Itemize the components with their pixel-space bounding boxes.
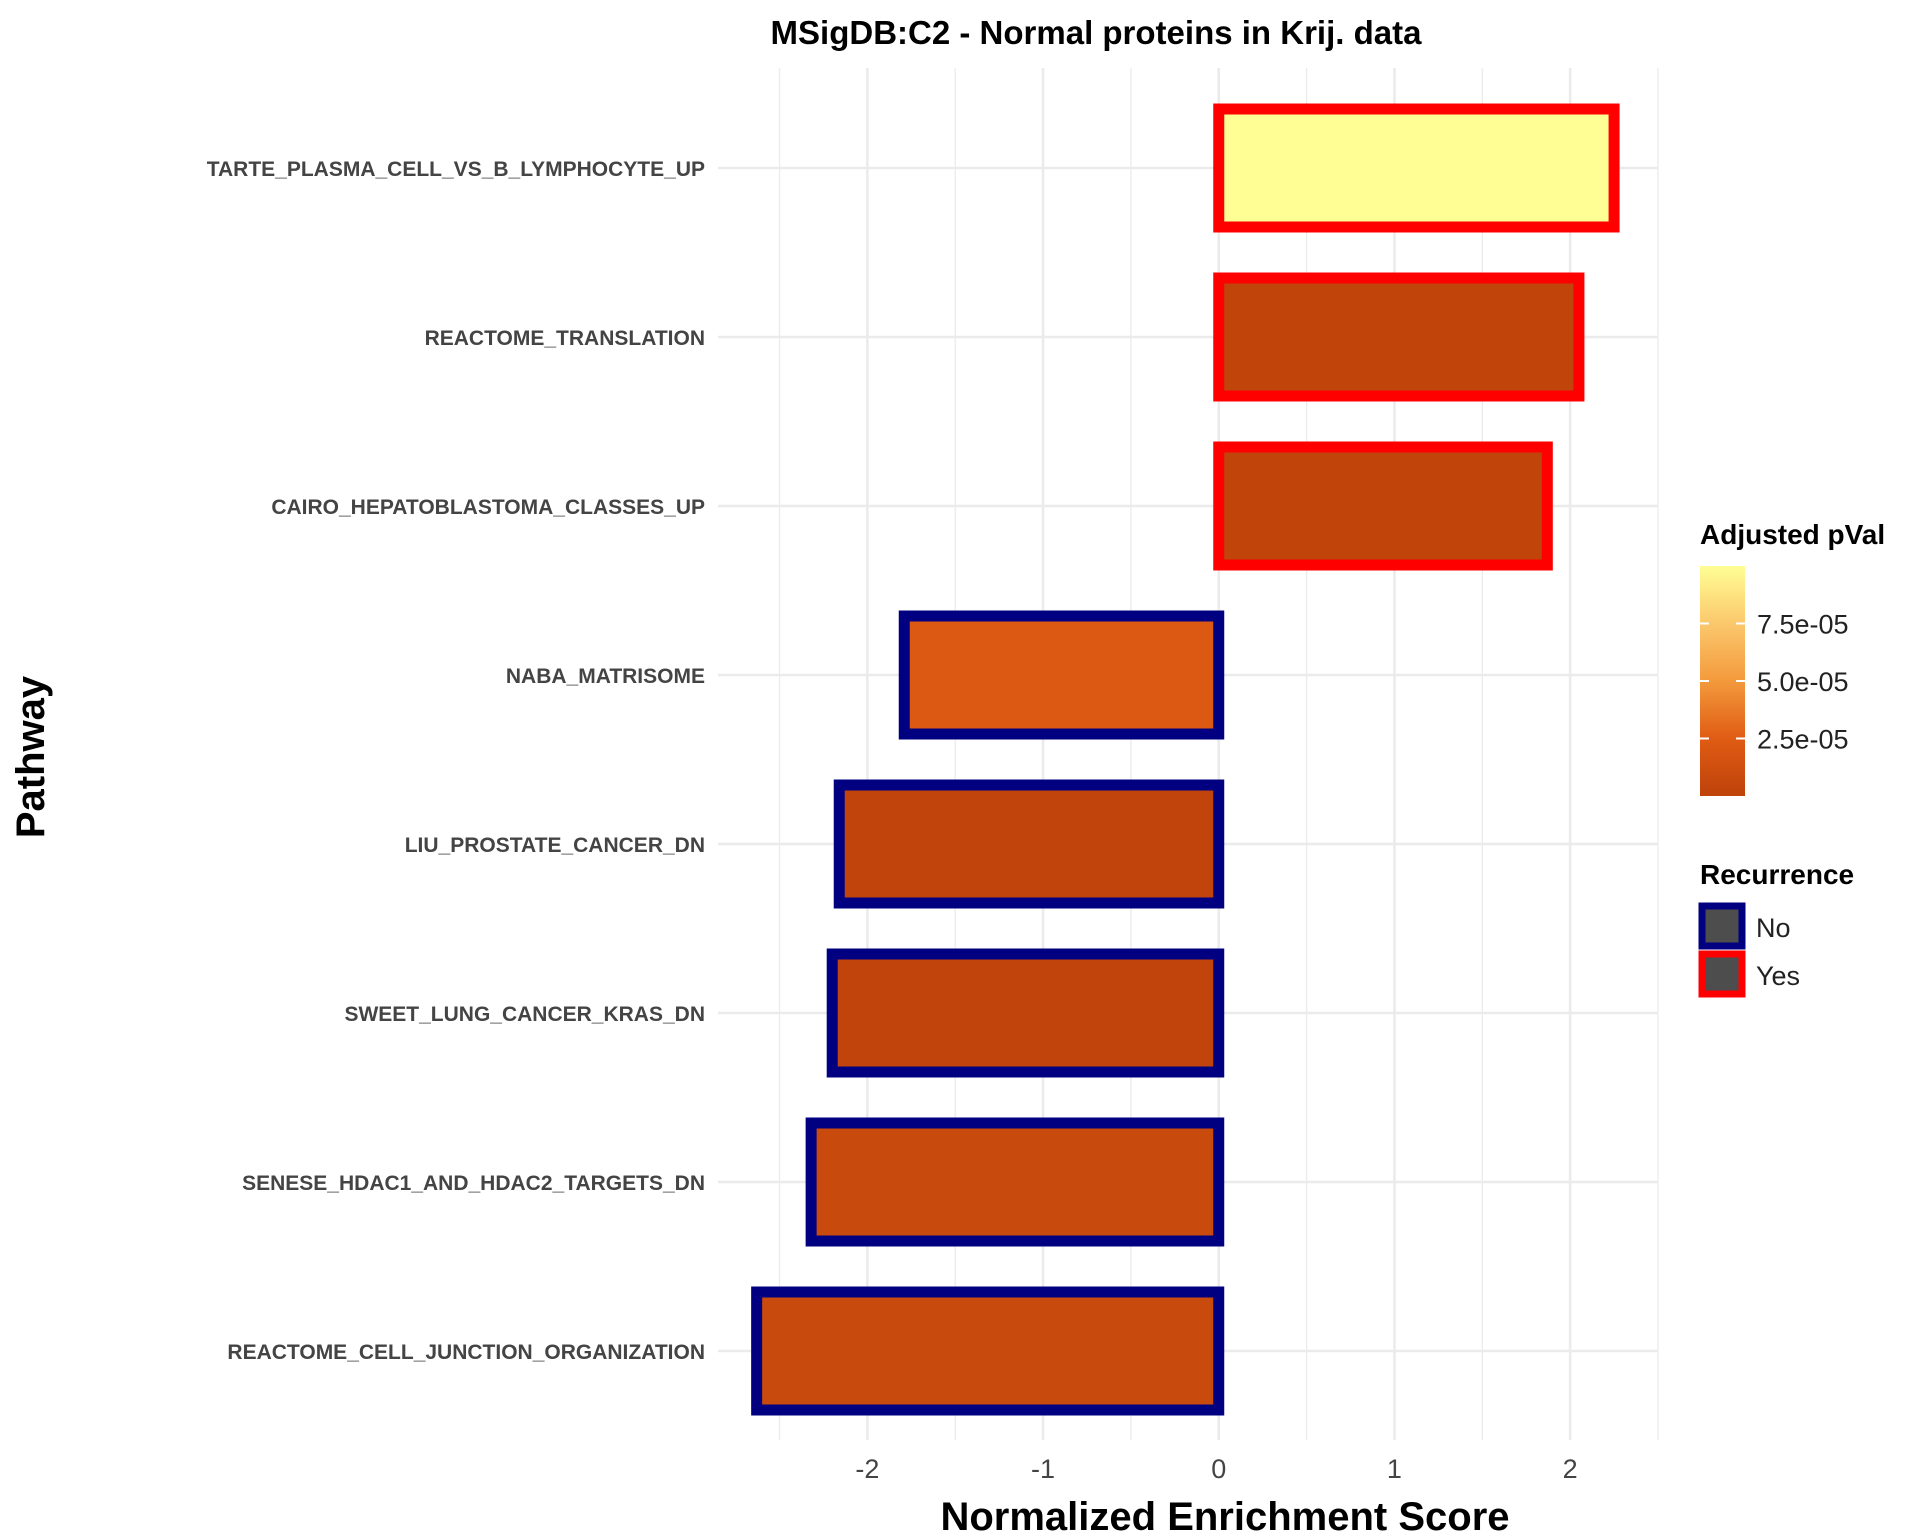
x-tick-label: 1	[1387, 1454, 1402, 1484]
y-tick-label: NABA_MATRISOME	[506, 665, 705, 688]
colorbar-tick-label: 5.0e-05	[1757, 667, 1849, 697]
legend-entries: No Yes	[1698, 902, 1800, 998]
y-tick-label: LIU_PROSTATE_CANCER_DN	[405, 834, 705, 857]
y-tick-label: SWEET_LUNG_CANCER_KRAS_DN	[344, 1003, 705, 1026]
y-tick-label: REACTOME_CELL_JUNCTION_ORGANIZATION	[227, 1341, 705, 1364]
colorbar-ticks: 7.5e-05 5.0e-05 2.5e-05	[1700, 610, 1849, 755]
legend-fill-title: Adjusted pVal	[1700, 519, 1885, 550]
x-axis-title: Normalized Enrichment Score	[940, 1495, 1509, 1536]
bar-naba-matrisome	[898, 610, 1225, 740]
legend-key-no	[1698, 902, 1746, 950]
colorbar-tick-label: 7.5e-05	[1757, 610, 1849, 640]
bar-reactome-translation	[1213, 272, 1585, 402]
y-axis-title: Pathway	[9, 675, 53, 838]
x-tick-labels: -2 -1 0 1 2	[855, 1454, 1577, 1484]
legend-label-yes: Yes	[1756, 961, 1800, 991]
y-tick-label: TARTE_PLASMA_CELL_VS_B_LYMPHOCYTE_UP	[207, 158, 705, 181]
y-tick-label: REACTOME_TRANSLATION	[425, 327, 705, 350]
bars-group	[751, 103, 1620, 1416]
x-tick-label: -1	[1031, 1454, 1055, 1484]
legend-key-yes	[1698, 950, 1746, 998]
legend-label-no: No	[1756, 913, 1791, 943]
bar-reactome-cell-junction-organization	[751, 1286, 1225, 1416]
bar-cairo-hepatoblastoma-classes-up	[1213, 441, 1553, 571]
colorbar-tick-label: 2.5e-05	[1757, 725, 1849, 755]
legend-outline-title: Recurrence	[1700, 859, 1854, 890]
bar-tarte-plasma-cell-vs-b-lymphocyte-up	[1213, 103, 1620, 233]
bar-liu-prostate-cancer-dn	[833, 779, 1225, 909]
bar-senese-hdac1-and-hdac2-targets-dn	[805, 1117, 1225, 1247]
legend-adjusted-pval: Adjusted pVal 7.5e-05 5.0e-05 2.5e-05	[1700, 519, 1885, 796]
bar-sweet-lung-cancer-kras-dn	[826, 948, 1225, 1078]
y-tick-label: SENESE_HDAC1_AND_HDAC2_TARGETS_DN	[242, 1172, 705, 1195]
x-tick-label: -2	[855, 1454, 879, 1484]
x-tick-label: 2	[1563, 1454, 1578, 1484]
x-tick-label: 0	[1211, 1454, 1226, 1484]
y-tick-label: CAIRO_HEPATOBLASTOMA_CLASSES_UP	[271, 496, 705, 519]
legend-recurrence: Recurrence No Yes	[1698, 859, 1854, 998]
chart-title: MSigDB:C2 - Normal proteins in Krij. dat…	[771, 14, 1423, 51]
y-tick-labels: TARTE_PLASMA_CELL_VS_B_LYMPHOCYTE_UP REAC…	[207, 158, 705, 1364]
